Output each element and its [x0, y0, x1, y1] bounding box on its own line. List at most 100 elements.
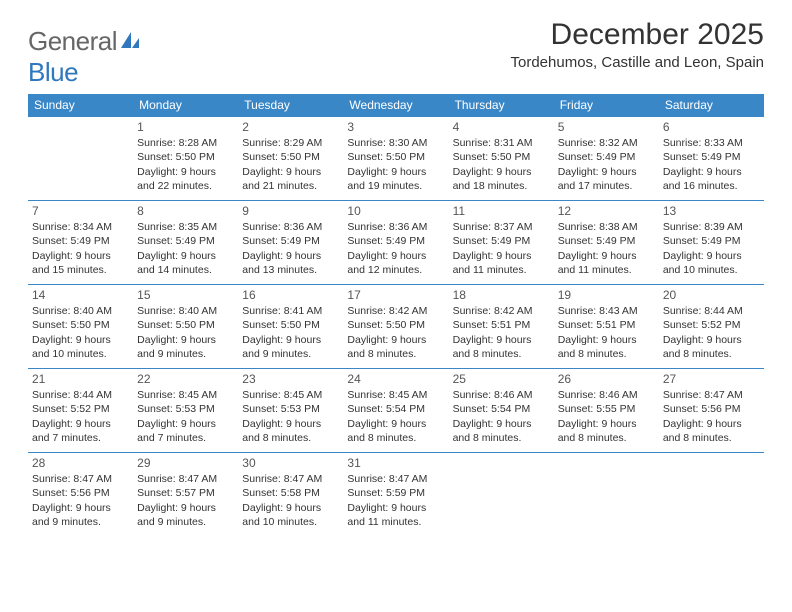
- sunrise-text: Sunrise: 8:38 AM: [558, 220, 655, 234]
- daylight-text: and 9 minutes.: [137, 347, 234, 361]
- daylight-text: and 8 minutes.: [347, 347, 444, 361]
- weekday-header: Monday: [133, 94, 238, 117]
- sunrise-text: Sunrise: 8:39 AM: [663, 220, 760, 234]
- daylight-text: and 7 minutes.: [32, 431, 129, 445]
- day-number: 17: [347, 287, 444, 303]
- sunset-text: Sunset: 5:57 PM: [137, 486, 234, 500]
- daylight-text: and 8 minutes.: [663, 431, 760, 445]
- day-number: 4: [453, 119, 550, 135]
- day-number: 9: [242, 203, 339, 219]
- daylight-text: Daylight: 9 hours: [32, 333, 129, 347]
- calendar-day-cell: 6Sunrise: 8:33 AMSunset: 5:49 PMDaylight…: [659, 117, 764, 201]
- daylight-text: and 15 minutes.: [32, 263, 129, 277]
- weekday-header-row: SundayMondayTuesdayWednesdayThursdayFrid…: [28, 94, 764, 117]
- sunset-text: Sunset: 5:49 PM: [137, 234, 234, 248]
- calendar-day-cell: 17Sunrise: 8:42 AMSunset: 5:50 PMDayligh…: [343, 285, 448, 369]
- header: General Blue December 2025 Tordehumos, C…: [28, 18, 764, 88]
- day-number: 16: [242, 287, 339, 303]
- sunset-text: Sunset: 5:51 PM: [558, 318, 655, 332]
- daylight-text: Daylight: 9 hours: [137, 501, 234, 515]
- daylight-text: and 11 minutes.: [558, 263, 655, 277]
- daylight-text: Daylight: 9 hours: [663, 165, 760, 179]
- daylight-text: Daylight: 9 hours: [242, 417, 339, 431]
- calendar-day-cell: 31Sunrise: 8:47 AMSunset: 5:59 PMDayligh…: [343, 453, 448, 537]
- day-number: 31: [347, 455, 444, 471]
- sunset-text: Sunset: 5:51 PM: [453, 318, 550, 332]
- daylight-text: and 9 minutes.: [137, 515, 234, 529]
- sail-icon: [119, 26, 141, 57]
- calendar-empty-cell: [659, 453, 764, 537]
- day-number: 24: [347, 371, 444, 387]
- sunset-text: Sunset: 5:50 PM: [347, 150, 444, 164]
- calendar-week-row: 28Sunrise: 8:47 AMSunset: 5:56 PMDayligh…: [28, 453, 764, 537]
- daylight-text: Daylight: 9 hours: [137, 333, 234, 347]
- calendar-day-cell: 16Sunrise: 8:41 AMSunset: 5:50 PMDayligh…: [238, 285, 343, 369]
- calendar-day-cell: 21Sunrise: 8:44 AMSunset: 5:52 PMDayligh…: [28, 369, 133, 453]
- daylight-text: Daylight: 9 hours: [32, 501, 129, 515]
- sunrise-text: Sunrise: 8:40 AM: [137, 304, 234, 318]
- sunset-text: Sunset: 5:49 PM: [558, 234, 655, 248]
- location-text: Tordehumos, Castille and Leon, Spain: [511, 54, 765, 71]
- logo-text-blue: Blue: [28, 57, 78, 87]
- calendar-day-cell: 23Sunrise: 8:45 AMSunset: 5:53 PMDayligh…: [238, 369, 343, 453]
- day-number: 21: [32, 371, 129, 387]
- page-title: December 2025: [511, 18, 765, 52]
- day-number: 30: [242, 455, 339, 471]
- calendar-day-cell: 10Sunrise: 8:36 AMSunset: 5:49 PMDayligh…: [343, 201, 448, 285]
- sunset-text: Sunset: 5:53 PM: [242, 402, 339, 416]
- daylight-text: and 17 minutes.: [558, 179, 655, 193]
- calendar-day-cell: 5Sunrise: 8:32 AMSunset: 5:49 PMDaylight…: [554, 117, 659, 201]
- sunrise-text: Sunrise: 8:44 AM: [32, 388, 129, 402]
- sunset-text: Sunset: 5:54 PM: [347, 402, 444, 416]
- daylight-text: Daylight: 9 hours: [32, 249, 129, 263]
- day-number: 3: [347, 119, 444, 135]
- day-number: 15: [137, 287, 234, 303]
- sunrise-text: Sunrise: 8:45 AM: [137, 388, 234, 402]
- day-number: 18: [453, 287, 550, 303]
- daylight-text: and 13 minutes.: [242, 263, 339, 277]
- weekday-header: Friday: [554, 94, 659, 117]
- daylight-text: and 9 minutes.: [242, 347, 339, 361]
- sunrise-text: Sunrise: 8:35 AM: [137, 220, 234, 234]
- daylight-text: and 21 minutes.: [242, 179, 339, 193]
- calendar-day-cell: 2Sunrise: 8:29 AMSunset: 5:50 PMDaylight…: [238, 117, 343, 201]
- daylight-text: Daylight: 9 hours: [242, 333, 339, 347]
- weekday-header: Sunday: [28, 94, 133, 117]
- day-number: 27: [663, 371, 760, 387]
- calendar-day-cell: 19Sunrise: 8:43 AMSunset: 5:51 PMDayligh…: [554, 285, 659, 369]
- sunrise-text: Sunrise: 8:29 AM: [242, 136, 339, 150]
- weekday-header: Thursday: [449, 94, 554, 117]
- daylight-text: and 14 minutes.: [137, 263, 234, 277]
- sunrise-text: Sunrise: 8:37 AM: [453, 220, 550, 234]
- weekday-header: Saturday: [659, 94, 764, 117]
- calendar-day-cell: 15Sunrise: 8:40 AMSunset: 5:50 PMDayligh…: [133, 285, 238, 369]
- weekday-header: Tuesday: [238, 94, 343, 117]
- calendar-day-cell: 4Sunrise: 8:31 AMSunset: 5:50 PMDaylight…: [449, 117, 554, 201]
- calendar-day-cell: 25Sunrise: 8:46 AMSunset: 5:54 PMDayligh…: [449, 369, 554, 453]
- daylight-text: Daylight: 9 hours: [347, 333, 444, 347]
- daylight-text: Daylight: 9 hours: [137, 249, 234, 263]
- daylight-text: and 12 minutes.: [347, 263, 444, 277]
- daylight-text: and 22 minutes.: [137, 179, 234, 193]
- daylight-text: Daylight: 9 hours: [137, 417, 234, 431]
- sunset-text: Sunset: 5:55 PM: [558, 402, 655, 416]
- daylight-text: Daylight: 9 hours: [453, 417, 550, 431]
- calendar-day-cell: 13Sunrise: 8:39 AMSunset: 5:49 PMDayligh…: [659, 201, 764, 285]
- sunrise-text: Sunrise: 8:47 AM: [347, 472, 444, 486]
- calendar-empty-cell: [554, 453, 659, 537]
- day-number: 22: [137, 371, 234, 387]
- day-number: 26: [558, 371, 655, 387]
- calendar-day-cell: 18Sunrise: 8:42 AMSunset: 5:51 PMDayligh…: [449, 285, 554, 369]
- day-number: 6: [663, 119, 760, 135]
- daylight-text: Daylight: 9 hours: [663, 249, 760, 263]
- day-number: 11: [453, 203, 550, 219]
- daylight-text: Daylight: 9 hours: [453, 165, 550, 179]
- sunset-text: Sunset: 5:49 PM: [558, 150, 655, 164]
- daylight-text: Daylight: 9 hours: [242, 501, 339, 515]
- sunrise-text: Sunrise: 8:43 AM: [558, 304, 655, 318]
- daylight-text: and 7 minutes.: [137, 431, 234, 445]
- day-number: 13: [663, 203, 760, 219]
- sunset-text: Sunset: 5:50 PM: [453, 150, 550, 164]
- daylight-text: Daylight: 9 hours: [347, 165, 444, 179]
- calendar-empty-cell: [449, 453, 554, 537]
